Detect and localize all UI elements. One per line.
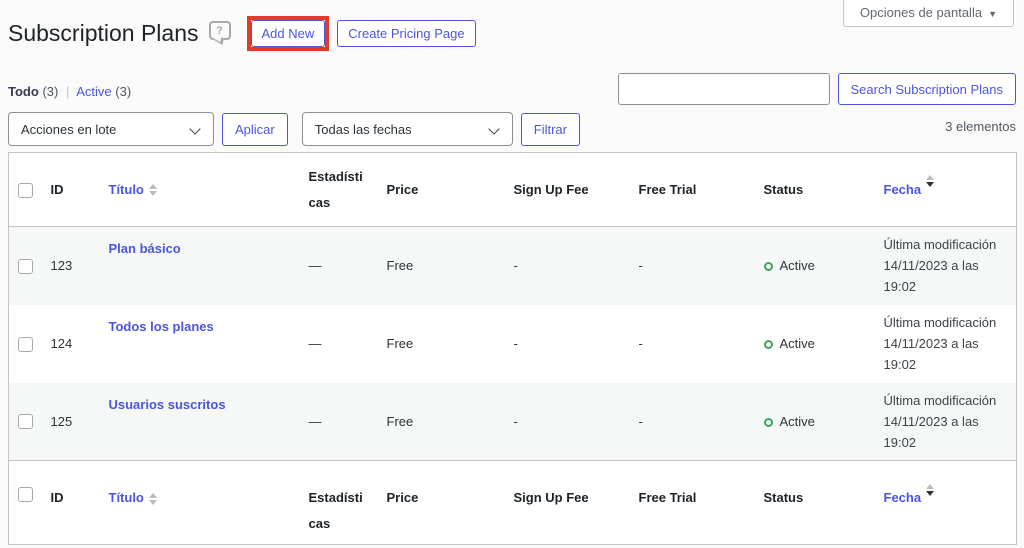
column-header-date[interactable]: Fecha bbox=[875, 460, 1017, 545]
column-header-title[interactable]: Título bbox=[100, 460, 301, 545]
view-filters: Todo (3) | Active (3) bbox=[8, 84, 131, 99]
column-header-price: Price bbox=[378, 460, 506, 545]
status-active-icon bbox=[763, 417, 773, 427]
bulk-actions-selected: Acciones en lote bbox=[21, 121, 117, 137]
cell-id: 124 bbox=[50, 336, 73, 351]
cell-free-trial: - bbox=[638, 413, 643, 429]
column-header-stats: Estadísticas bbox=[300, 152, 379, 227]
column-header-status: Status bbox=[755, 152, 876, 227]
column-header-free-trial: Free Trial bbox=[630, 152, 756, 227]
help-icon[interactable]: ? bbox=[208, 21, 231, 40]
cell-stats: — bbox=[308, 258, 322, 274]
table-row: 124 Todos los planes — Free - - Active Ú… bbox=[9, 305, 1017, 383]
row-checkbox[interactable] bbox=[18, 336, 34, 352]
chevron-down-icon bbox=[189, 123, 201, 135]
select-all-checkbox[interactable] bbox=[18, 182, 34, 198]
date-filter-select[interactable]: Todas las fechas bbox=[301, 112, 513, 146]
cell-price: Free bbox=[386, 336, 414, 351]
sort-icon bbox=[148, 184, 157, 197]
help-glyph: ? bbox=[216, 24, 223, 37]
date-label: Última modificación bbox=[883, 237, 997, 253]
date-label: Última modificación bbox=[883, 392, 997, 408]
status-badge: Active bbox=[779, 336, 815, 351]
items-count: 3 elementos bbox=[945, 119, 1016, 134]
date-value: 14/11/2023 a las 19:02 bbox=[883, 336, 979, 372]
column-header-free-trial: Free Trial bbox=[630, 460, 756, 545]
row-checkbox[interactable] bbox=[18, 258, 34, 274]
column-header-status: Status bbox=[755, 460, 876, 545]
apply-button[interactable]: Aplicar bbox=[222, 112, 288, 146]
cell-free-trial: - bbox=[638, 336, 643, 351]
cell-date: Última modificación 14/11/2023 a las 19:0… bbox=[876, 305, 1017, 383]
page-header: Opciones de pantalla ▼ Subscription Plans… bbox=[0, 0, 1024, 152]
plan-title-link[interactable]: Usuarios suscritos bbox=[108, 396, 226, 412]
table-footer-row: ID Título Estadísticas Price Sign Up Fee… bbox=[8, 460, 1017, 545]
status-active-icon bbox=[763, 340, 773, 349]
cell-signup-fee: - bbox=[513, 258, 518, 274]
cell-price: Free bbox=[386, 413, 414, 429]
table-header-row: ID Título Estadísticas Price Sign Up Fee… bbox=[8, 152, 1017, 227]
sort-desc-icon bbox=[926, 483, 935, 496]
view-filter-separator: | bbox=[65, 84, 70, 99]
table-row: 125 Usuarios suscritos — Free - - Active… bbox=[8, 382, 1017, 461]
date-label: Última modificación bbox=[883, 315, 997, 330]
plan-title-link[interactable]: Plan básico bbox=[108, 241, 181, 256]
cell-status: Active bbox=[756, 305, 876, 383]
cell-id: 125 bbox=[50, 413, 73, 429]
date-value: 14/11/2023 a las 19:02 bbox=[883, 258, 979, 295]
column-header-signup-fee: Sign Up Fee bbox=[505, 152, 631, 227]
cell-status: Active bbox=[756, 383, 876, 461]
table-row: 123 Plan básico — Free - - Active Última… bbox=[8, 226, 1017, 305]
cell-status: Active bbox=[756, 227, 876, 305]
status-badge: Active bbox=[779, 258, 815, 274]
cell-price: Free bbox=[386, 258, 414, 274]
sort-icon bbox=[148, 492, 157, 505]
cell-date: Última modificación 14/11/2023 a las 19:0… bbox=[876, 227, 1017, 305]
add-new-button[interactable]: Add New bbox=[250, 20, 326, 47]
row-checkbox[interactable] bbox=[18, 414, 34, 430]
select-all-checkbox[interactable] bbox=[18, 487, 34, 503]
column-header-date[interactable]: Fecha bbox=[875, 152, 1017, 227]
column-header-id: ID bbox=[42, 152, 101, 227]
status-active-icon bbox=[763, 262, 773, 272]
cell-date: Última modificación 14/11/2023 a las 19:0… bbox=[876, 383, 1017, 461]
plan-title-link[interactable]: Todos los planes bbox=[108, 318, 214, 334]
view-filter-active-count: (3) bbox=[115, 84, 132, 99]
bulk-actions-select[interactable]: Acciones en lote bbox=[8, 112, 214, 146]
search-button[interactable]: Search Subscription Plans bbox=[837, 73, 1016, 105]
column-header-stats: Estadísticas bbox=[300, 460, 379, 545]
column-header-price: Price bbox=[378, 152, 506, 227]
column-header-signup-fee: Sign Up Fee bbox=[505, 460, 631, 545]
view-filter-active[interactable]: Active bbox=[76, 84, 112, 99]
cell-stats: — bbox=[308, 336, 322, 351]
column-header-title[interactable]: Título bbox=[100, 152, 301, 227]
subscription-plans-table: ID Título Estadísticas Price Sign Up Fee… bbox=[8, 152, 1017, 545]
column-header-id: ID bbox=[42, 460, 101, 545]
status-badge: Active bbox=[779, 413, 815, 429]
search-input[interactable] bbox=[617, 73, 830, 105]
chevron-down-icon bbox=[488, 123, 500, 135]
screen-options-button[interactable]: Opciones de pantalla ▼ bbox=[842, 0, 1014, 27]
view-filter-all-count: (3) bbox=[42, 84, 59, 99]
page-title: Subscription Plans bbox=[8, 20, 199, 46]
chevron-down-icon: ▼ bbox=[988, 9, 997, 19]
add-new-highlight: Add New bbox=[246, 16, 330, 51]
view-filter-all[interactable]: Todo bbox=[8, 84, 39, 99]
create-pricing-page-button[interactable]: Create Pricing Page bbox=[337, 20, 476, 47]
screen-options-label: Opciones de pantalla bbox=[859, 5, 983, 20]
date-value: 14/11/2023 a las 19:02 bbox=[883, 413, 979, 450]
cell-free-trial: - bbox=[638, 258, 643, 274]
sort-desc-icon bbox=[926, 175, 935, 188]
date-filter-selected: Todas las fechas bbox=[314, 121, 412, 137]
cell-signup-fee: - bbox=[513, 336, 518, 351]
filter-button[interactable]: Filtrar bbox=[520, 112, 580, 146]
cell-stats: — bbox=[308, 413, 322, 429]
cell-signup-fee: - bbox=[513, 413, 518, 429]
cell-id: 123 bbox=[50, 258, 73, 274]
